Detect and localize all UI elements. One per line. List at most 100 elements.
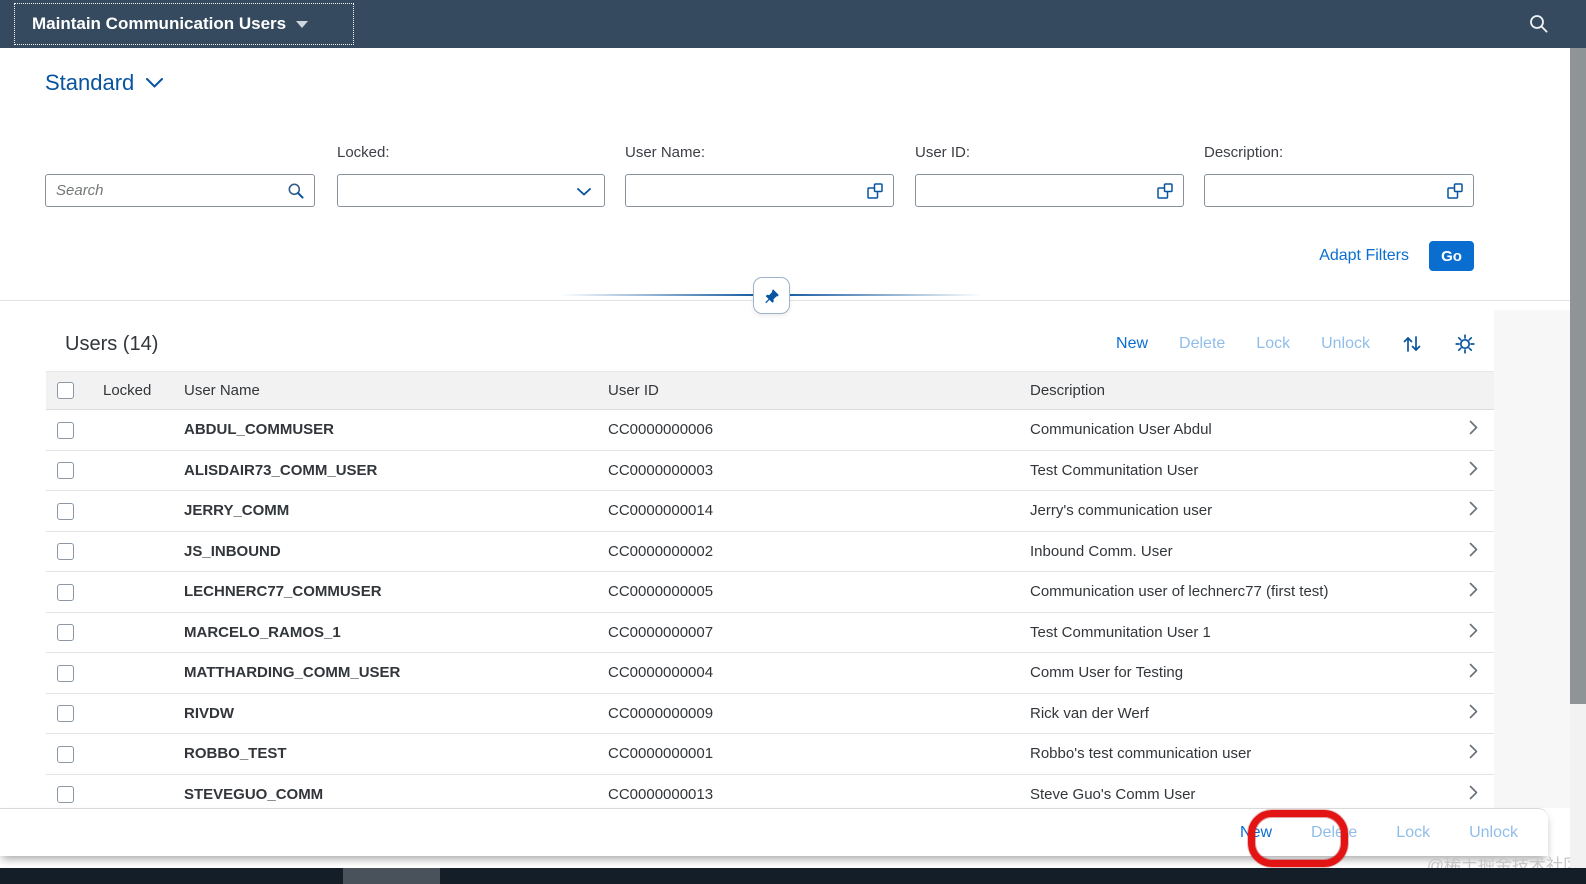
chevron-right-icon[interactable]: [1469, 623, 1478, 638]
chevron-right-icon[interactable]: [1469, 501, 1478, 516]
description-filter-group: Description:: [1204, 144, 1474, 207]
value-help-button[interactable]: [1446, 182, 1464, 200]
pin-filter-bar-button[interactable]: [753, 277, 790, 314]
chevron-right-icon[interactable]: [1469, 582, 1478, 597]
chevron-down-icon: [146, 78, 164, 88]
go-button[interactable]: Go: [1429, 241, 1474, 271]
row-checkbox[interactable]: [57, 583, 74, 601]
description-cell: Test Communitation User: [1030, 450, 1452, 491]
locked-cell: [95, 612, 184, 653]
locked-cell: [95, 733, 184, 775]
table-row[interactable]: ROBBO_TEST CC0000000001 Robbo's test com…: [46, 733, 1494, 775]
row-checkbox[interactable]: [57, 705, 74, 723]
locked-cell: [95, 450, 184, 491]
row-checkbox[interactable]: [57, 462, 74, 480]
variant-selector[interactable]: Standard: [45, 70, 164, 96]
user-name-input[interactable]: [626, 175, 893, 206]
column-header-user-id[interactable]: User ID: [608, 371, 1030, 410]
horizontal-scrollbar-thumb[interactable]: [343, 868, 440, 884]
table-row[interactable]: JS_INBOUND CC0000000002 Inbound Comm. Us…: [46, 531, 1494, 572]
table-header-row: Locked User Name User ID Description: [46, 371, 1494, 410]
horizontal-scrollbar[interactable]: [0, 868, 1586, 884]
value-help-icon: [1157, 183, 1173, 199]
locked-select[interactable]: [337, 174, 605, 207]
unlock-button[interactable]: Unlock: [1321, 335, 1370, 352]
column-header-description[interactable]: Description: [1030, 371, 1452, 410]
footer-unlock-button[interactable]: Unlock: [1469, 823, 1518, 841]
table-row[interactable]: RIVDW CC0000000009 Rick van der Werf: [46, 693, 1494, 734]
user-name-filter-group: User Name:: [625, 144, 894, 207]
user-name-cell: MARCELO_RAMOS_1: [184, 623, 341, 641]
dropdown-caret-icon: [296, 20, 309, 28]
user-name-filter-label: User Name:: [625, 144, 706, 161]
user-id-cell: CC0000000005: [608, 571, 1030, 613]
locked-filter-group: Locked:: [337, 144, 605, 207]
footer-new-button[interactable]: New: [1240, 823, 1273, 841]
search-icon: [1530, 15, 1548, 33]
new-button[interactable]: New: [1116, 335, 1149, 352]
user-name-cell: MATTHARDING_COMM_USER: [184, 664, 401, 682]
locked-cell: [95, 490, 184, 532]
row-checkbox[interactable]: [57, 502, 74, 520]
table-row[interactable]: MATTHARDING_COMM_USER CC0000000004 Comm …: [46, 652, 1494, 694]
sort-button[interactable]: [1401, 333, 1423, 355]
footer-lock-button[interactable]: Lock: [1396, 823, 1431, 841]
search-go-button[interactable]: [287, 182, 305, 200]
footer-action-bar: New Delete Lock Unlock: [0, 808, 1548, 856]
chevron-right-icon[interactable]: [1469, 542, 1478, 557]
chevron-right-icon[interactable]: [1469, 785, 1478, 800]
user-id-cell: CC0000000001: [608, 733, 1030, 775]
column-header-locked[interactable]: Locked: [95, 371, 184, 410]
value-help-button[interactable]: [866, 182, 884, 200]
description-cell: Communication User Abdul: [1030, 409, 1452, 451]
description-input[interactable]: [1205, 175, 1473, 206]
chevron-right-icon[interactable]: [1469, 420, 1478, 435]
vertical-scrollbar-thumb[interactable]: [1570, 48, 1586, 704]
column-header-user-name[interactable]: User Name: [184, 371, 608, 410]
app-title-menu[interactable]: Maintain Communication Users: [14, 3, 354, 45]
search-field-group: [45, 144, 315, 207]
page-title: Maintain Communication Users: [32, 14, 287, 33]
locked-filter-label: Locked:: [337, 144, 390, 161]
user-name-cell: JS_INBOUND: [184, 542, 281, 560]
row-checkbox[interactable]: [57, 786, 74, 804]
adapt-filters-link[interactable]: Adapt Filters: [1319, 247, 1409, 264]
table-row[interactable]: MARCELO_RAMOS_1 CC0000000007 Test Commun…: [46, 612, 1494, 653]
table-row[interactable]: ABDUL_COMMUSER CC0000000006 Communicatio…: [46, 409, 1494, 451]
table-row[interactable]: ALISDAIR73_COMM_USER CC0000000003 Test C…: [46, 450, 1494, 491]
row-checkbox[interactable]: [57, 745, 74, 763]
row-checkbox[interactable]: [57, 664, 74, 682]
user-id-cell: CC0000000003: [608, 450, 1030, 491]
user-id-input[interactable]: [916, 175, 1183, 206]
chevron-right-icon[interactable]: [1469, 704, 1478, 719]
user-name-cell: JERRY_COMM: [184, 502, 290, 520]
divider-line: [789, 294, 982, 296]
user-name-cell: LECHNERC77_COMMUSER: [184, 583, 382, 601]
description-cell: Inbound Comm. User: [1030, 531, 1452, 572]
divider-line: [560, 294, 753, 296]
search-input[interactable]: [46, 175, 314, 206]
row-checkbox[interactable]: [57, 421, 74, 439]
chevron-right-icon[interactable]: [1469, 744, 1478, 759]
chevron-right-icon[interactable]: [1469, 461, 1478, 476]
vertical-scrollbar[interactable]: [1570, 48, 1586, 868]
user-name-cell: STEVEGUO_COMM: [184, 785, 324, 803]
row-checkbox[interactable]: [57, 624, 74, 642]
shell-bar: Maintain Communication Users: [0, 0, 1586, 48]
select-all-checkbox[interactable]: [57, 382, 74, 400]
lock-button[interactable]: Lock: [1256, 335, 1291, 352]
chevron-right-icon[interactable]: [1469, 663, 1478, 678]
settings-button[interactable]: [1454, 333, 1476, 355]
delete-button[interactable]: Delete: [1179, 335, 1226, 352]
shell-search-button[interactable]: [1528, 13, 1550, 35]
value-help-button[interactable]: [1156, 182, 1174, 200]
gear-icon: [1455, 334, 1475, 354]
user-name-cell: ROBBO_TEST: [184, 745, 287, 763]
list-report-content: Users (14) New Delete Lock Unlock: [0, 301, 1572, 868]
footer-delete-button[interactable]: Delete: [1311, 823, 1358, 841]
table-row[interactable]: LECHNERC77_COMMUSER CC0000000005 Communi…: [46, 571, 1494, 613]
row-checkbox[interactable]: [57, 543, 74, 561]
user-id-filter-group: User ID:: [915, 144, 1184, 207]
table-row[interactable]: JERRY_COMM CC0000000014 Jerry's communic…: [46, 490, 1494, 532]
chevron-down-icon[interactable]: [577, 188, 595, 206]
